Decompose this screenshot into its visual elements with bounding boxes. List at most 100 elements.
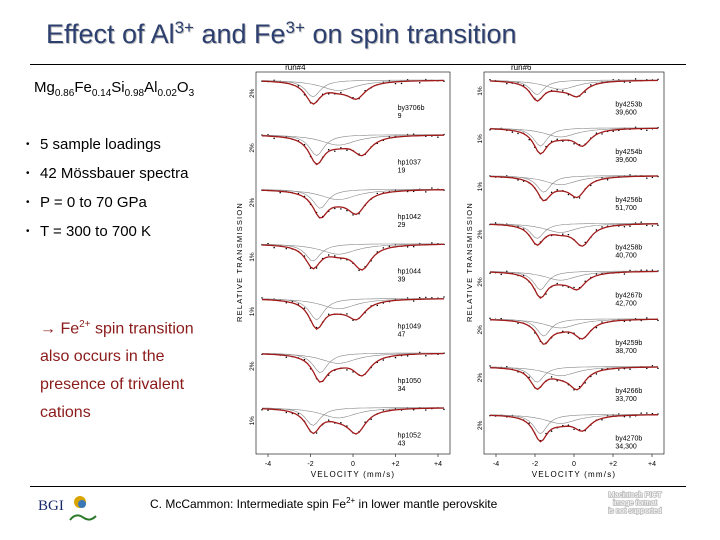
data-point — [573, 143, 575, 145]
data-point — [629, 174, 631, 176]
data-point — [406, 355, 409, 357]
spectrum-label: hp1037 — [398, 160, 421, 167]
data-point — [562, 89, 564, 92]
data-point — [623, 225, 626, 228]
fit-curve — [489, 127, 658, 155]
data-point — [382, 247, 385, 249]
spectrum-label: 51,700 — [615, 205, 637, 212]
spectrum-label: 19 — [398, 168, 406, 175]
scale-bar-label: 1% — [249, 416, 256, 426]
sample-formula: Mg0.86Fe0.14Si0.98Al0.02O3 — [34, 79, 195, 99]
data-point — [567, 332, 570, 334]
data-point — [556, 88, 558, 91]
data-point — [406, 246, 409, 248]
data-point — [595, 273, 598, 275]
watermark-line: is not supported — [608, 506, 661, 515]
data-point — [334, 207, 336, 210]
component-subspectrum — [490, 80, 658, 90]
scale-bar-label: 1% — [477, 134, 484, 144]
x-tick-label: +4 — [648, 461, 656, 468]
data-point — [431, 242, 433, 244]
x-axis-label: VELOCITY (mm/s) — [311, 470, 396, 479]
x-tick-label: -4 — [265, 461, 271, 468]
component-subspectrum — [261, 407, 444, 419]
spectrum-label: 38,700 — [615, 348, 637, 355]
fit-curve — [261, 79, 444, 105]
data-point — [506, 82, 508, 85]
component-subspectrum — [489, 127, 658, 147]
data-point — [640, 412, 642, 414]
data-point — [327, 313, 330, 315]
data-point — [340, 147, 342, 149]
data-point — [517, 132, 519, 135]
data-point — [506, 366, 508, 368]
data-point — [640, 221, 642, 223]
data-point — [327, 419, 330, 421]
bullet-list: • 5 sample loadings • 42 Mössbauer spectra… — [26, 130, 188, 246]
scale-bar-label: 1% — [249, 252, 256, 262]
data-point — [297, 303, 300, 305]
data-point — [327, 254, 330, 256]
component-subspectrum — [262, 243, 444, 262]
bgi-logo: BGI — [38, 496, 97, 521]
data-point — [595, 229, 598, 231]
scale-bar-label: 2% — [249, 198, 256, 208]
footer-divider — [30, 486, 686, 487]
spectrum-label: hp1044 — [398, 269, 421, 276]
data-point — [346, 209, 348, 212]
spectrum-label: 29 — [398, 222, 406, 229]
data-point — [550, 376, 553, 378]
data-point — [303, 307, 306, 309]
bullet-item: • 5 sample loadings — [26, 130, 188, 159]
data-point — [657, 78, 659, 81]
data-point — [437, 136, 439, 138]
scale-bar-label: 2% — [249, 88, 256, 98]
data-point — [584, 241, 586, 244]
fit-curve — [261, 298, 444, 331]
spectrum-label: hp1042 — [398, 214, 421, 221]
fit-curve — [261, 407, 444, 435]
component-subspectrum — [489, 270, 658, 291]
data-point — [528, 422, 530, 424]
fit-curve — [489, 366, 659, 391]
data-point — [285, 247, 288, 250]
scale-bar-label: 1% — [477, 182, 484, 192]
data-point — [646, 177, 648, 179]
data-point — [297, 413, 300, 415]
fit-curve — [261, 352, 445, 383]
watermark-line: image format — [613, 498, 658, 507]
data-point — [261, 297, 263, 299]
component-subspectrum — [489, 223, 658, 239]
x-tick-label: 0 — [572, 461, 576, 468]
data-point — [612, 130, 614, 132]
data-point — [285, 356, 288, 358]
footer-citation: C. McCammon: Intermediate spin Fe2+ in l… — [150, 496, 498, 511]
data-point — [629, 416, 631, 418]
bullet-item: • P = 0 to 70 GPa — [26, 188, 188, 217]
logo-text: BGI — [38, 498, 64, 514]
data-point — [646, 269, 648, 271]
scale-bar-label: 1% — [249, 307, 256, 317]
spectrum-label: by3706b — [398, 105, 425, 112]
y-axis-label: RELATIVE TRANSMISSION — [235, 202, 244, 322]
data-point — [489, 365, 491, 367]
spectrum-label: by4253b — [615, 101, 642, 108]
x-tick-label: -2 — [307, 461, 313, 468]
spectrum-label: 34,300 — [615, 444, 637, 451]
fit-curve — [261, 243, 444, 271]
data-point — [352, 214, 354, 216]
data-point — [425, 409, 427, 411]
scale-bar-label: 2% — [477, 420, 484, 430]
data-point — [376, 304, 379, 307]
data-point — [651, 412, 654, 415]
component-subspectrum — [261, 189, 444, 200]
data-point — [334, 150, 336, 152]
data-point — [425, 354, 427, 357]
run-label: run#6 — [511, 63, 532, 72]
data-point — [657, 319, 659, 322]
data-point — [606, 179, 609, 181]
data-point — [556, 189, 558, 191]
spectrum-label: hp1050 — [398, 378, 421, 385]
data-point — [489, 317, 491, 319]
data-point — [443, 296, 445, 298]
